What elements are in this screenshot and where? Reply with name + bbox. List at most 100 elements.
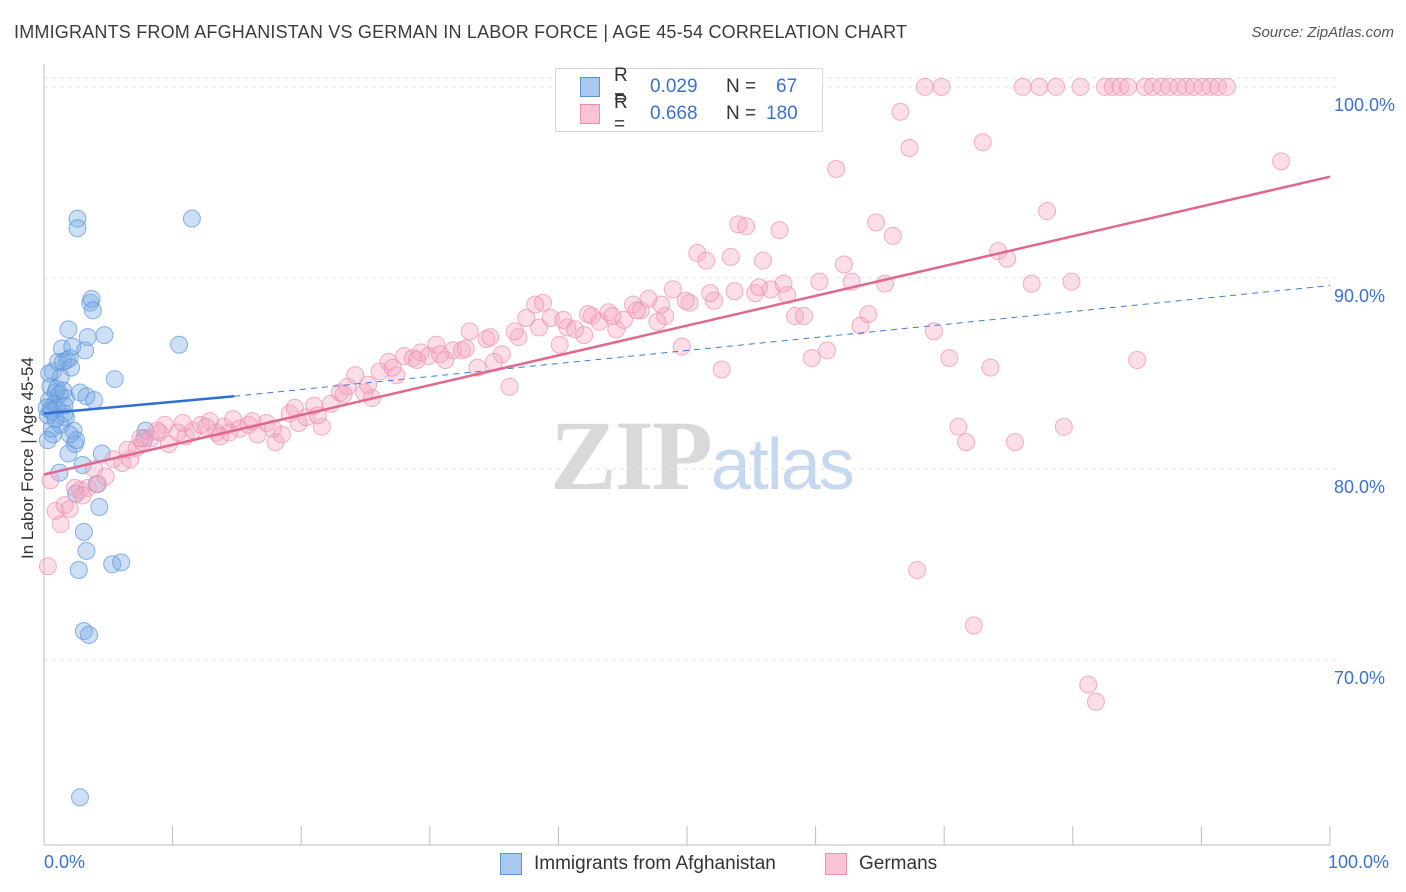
point-afghanistan (95, 326, 114, 345)
point-germans (729, 215, 748, 234)
point-germans (973, 133, 992, 152)
point-germans (721, 247, 740, 266)
point-germans (786, 307, 805, 326)
point-germans (940, 349, 959, 368)
point-germans (312, 417, 331, 436)
point-germans (468, 358, 487, 377)
y-tick-label: 100.0% (1334, 94, 1396, 115)
point-germans (663, 280, 682, 299)
point-afghanistan (170, 335, 189, 354)
point-afghanistan (82, 289, 101, 308)
point-germans (964, 616, 983, 635)
watermark-atlas: atlas (710, 425, 855, 505)
legend-n-value: 180 (766, 103, 798, 124)
watermark-zip: ZIP (550, 400, 713, 511)
chart-title: IMMIGRANTS FROM AFGHANISTAN VS GERMAN IN… (14, 22, 908, 42)
point-germans (1095, 77, 1114, 96)
point-germans (957, 433, 976, 452)
trend-line-afghanistan (43, 395, 235, 415)
point-germans (96, 467, 115, 486)
y-tick-label: 80.0% (1334, 476, 1386, 497)
point-afghanistan (182, 209, 201, 228)
point-germans (427, 335, 446, 354)
point-afghanistan (76, 341, 95, 360)
point-afghanistan (54, 381, 73, 400)
point-germans (1209, 77, 1228, 96)
point-germans (834, 255, 853, 274)
point-germans (407, 350, 426, 369)
point-germans (566, 320, 585, 339)
point-afghanistan (83, 301, 102, 320)
point-germans (1047, 77, 1066, 96)
point-germans (383, 358, 402, 377)
point-germans (712, 360, 731, 379)
point-germans (505, 322, 524, 341)
point-afghanistan (77, 541, 96, 560)
point-germans (867, 213, 886, 232)
point-germans (1128, 350, 1147, 369)
bottom-legend-swatch-germans (825, 853, 847, 875)
point-germans (603, 307, 622, 326)
point-germans (672, 337, 691, 356)
point-afghanistan (47, 379, 66, 398)
point-germans (73, 486, 92, 505)
point-afghanistan (68, 209, 87, 228)
bottom-legend-germans: Germans (825, 852, 937, 876)
point-germans (1119, 77, 1138, 96)
watermark: ZIPatlas (550, 398, 855, 513)
point-afghanistan (103, 555, 122, 574)
point-afghanistan (69, 561, 88, 580)
legend-r-label: R = (614, 92, 628, 135)
point-afghanistan (80, 625, 99, 644)
legend-n-label: N = (726, 103, 757, 124)
legend-n-label: N = (726, 76, 757, 97)
point-germans (131, 429, 150, 448)
point-germans (359, 375, 378, 394)
point-germans (578, 305, 597, 324)
point-germans (908, 561, 927, 580)
point-germans (676, 291, 695, 310)
legend-row-afghanistan: R = 0.029 N = 67 (580, 65, 797, 108)
bottom-legend-label-germans: Germans (859, 853, 938, 874)
y-axis-label: In Labor Force | Age 45-54 (18, 357, 37, 559)
point-germans (554, 310, 573, 329)
point-germans (530, 318, 549, 337)
trend-line-afghanistan-extension (234, 285, 1331, 397)
point-germans (1005, 433, 1024, 452)
y-tick-label: 70.0% (1334, 667, 1386, 688)
legend-r-label: R = (614, 65, 628, 108)
point-germans (627, 301, 646, 320)
point-germans (65, 478, 84, 497)
point-germans (1038, 202, 1057, 221)
point-afghanistan (90, 498, 109, 517)
point-germans (266, 433, 285, 452)
point-germans (38, 557, 57, 576)
point-germans (802, 349, 821, 368)
legend-row-germans: R = 0.668 N = 180 (580, 92, 798, 135)
point-germans (900, 139, 919, 158)
point-germans (517, 308, 536, 327)
point-germans (652, 295, 671, 314)
point-afghanistan (51, 368, 70, 387)
point-germans (883, 226, 902, 245)
point-germans (688, 244, 707, 263)
point-germans (533, 293, 552, 312)
point-germans (46, 501, 65, 520)
point-germans (810, 272, 829, 291)
point-germans (607, 320, 626, 339)
y-tick-label: 90.0% (1334, 285, 1386, 306)
bottom-legend-label-afghanistan: Immigrants from Afghanistan (534, 853, 776, 874)
point-germans (932, 77, 951, 96)
point-afghanistan (71, 788, 90, 807)
point-germans (1054, 417, 1073, 436)
legend-swatch-germans (580, 104, 600, 124)
point-germans (949, 417, 968, 436)
point-afghanistan (44, 425, 63, 444)
point-germans (981, 358, 1000, 377)
point-germans (51, 515, 70, 534)
point-germans (55, 496, 74, 515)
bottom-legend-afghanistan: Immigrants from Afghanistan (500, 852, 776, 876)
point-germans (550, 335, 569, 354)
point-germans (1272, 152, 1291, 171)
point-germans (89, 475, 108, 494)
